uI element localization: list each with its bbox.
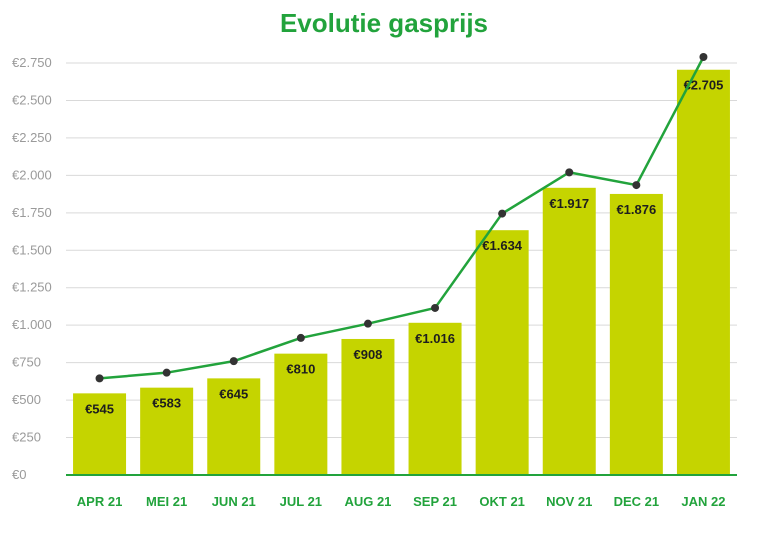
bar <box>140 387 194 475</box>
x-tick-label: APR 21 <box>77 494 123 509</box>
data-label: €1.634 <box>482 238 523 253</box>
data-label: €545 <box>85 401 114 416</box>
y-tick-label: €2.500 <box>12 92 52 107</box>
line-point <box>632 181 641 190</box>
line-point <box>363 319 372 328</box>
x-tick-label: SEP 21 <box>413 494 457 509</box>
x-tick-label: NOV 21 <box>546 494 592 509</box>
y-tick-label: €2.000 <box>12 167 52 182</box>
x-tick-label: JAN 22 <box>681 494 725 509</box>
x-tick-label: DEC 21 <box>614 494 660 509</box>
line-point <box>565 168 574 177</box>
y-tick-label: €1.750 <box>12 205 52 220</box>
line-point <box>296 333 305 342</box>
y-tick-label: €1.000 <box>12 317 52 332</box>
y-tick-label: €1.250 <box>12 280 52 295</box>
y-tick-label: €250 <box>12 430 41 445</box>
data-label: €1.016 <box>415 331 455 346</box>
x-tick-label: OKT 21 <box>479 494 525 509</box>
bar <box>542 187 596 476</box>
x-tick-label: JUN 21 <box>212 494 256 509</box>
line-point <box>229 357 238 366</box>
data-label: €1.917 <box>549 196 589 211</box>
line-point <box>95 374 104 383</box>
line-point <box>431 303 440 312</box>
chart-title: Evolutie gasprijs <box>279 8 489 38</box>
line-series <box>99 56 705 380</box>
bar <box>207 378 261 475</box>
data-label: €1.876 <box>616 202 656 217</box>
data-label: €583 <box>152 396 181 411</box>
bar <box>609 193 663 475</box>
bar <box>676 69 730 475</box>
x-tick-label: MEI 21 <box>146 494 187 509</box>
line-point <box>498 209 507 218</box>
data-label: €645 <box>219 386 248 401</box>
y-tick-label: €750 <box>12 355 41 370</box>
data-label: €810 <box>286 362 315 377</box>
bar <box>73 393 127 475</box>
y-tick-label: €2.250 <box>12 130 52 145</box>
bar <box>274 353 328 475</box>
y-tick-label: €500 <box>12 392 41 407</box>
x-tick-label: AUG 21 <box>344 494 391 509</box>
line-point <box>699 53 708 62</box>
y-tick-label: €2.750 <box>12 55 52 70</box>
bar <box>475 230 529 475</box>
x-tick-label: JUL 21 <box>280 494 322 509</box>
bar <box>408 322 462 475</box>
data-label: €2.705 <box>684 78 724 93</box>
data-label: €908 <box>353 347 382 362</box>
bar <box>341 338 395 475</box>
line-point <box>162 368 171 377</box>
y-tick-label: €0 <box>12 467 26 482</box>
y-tick-label: €1.500 <box>12 242 52 257</box>
